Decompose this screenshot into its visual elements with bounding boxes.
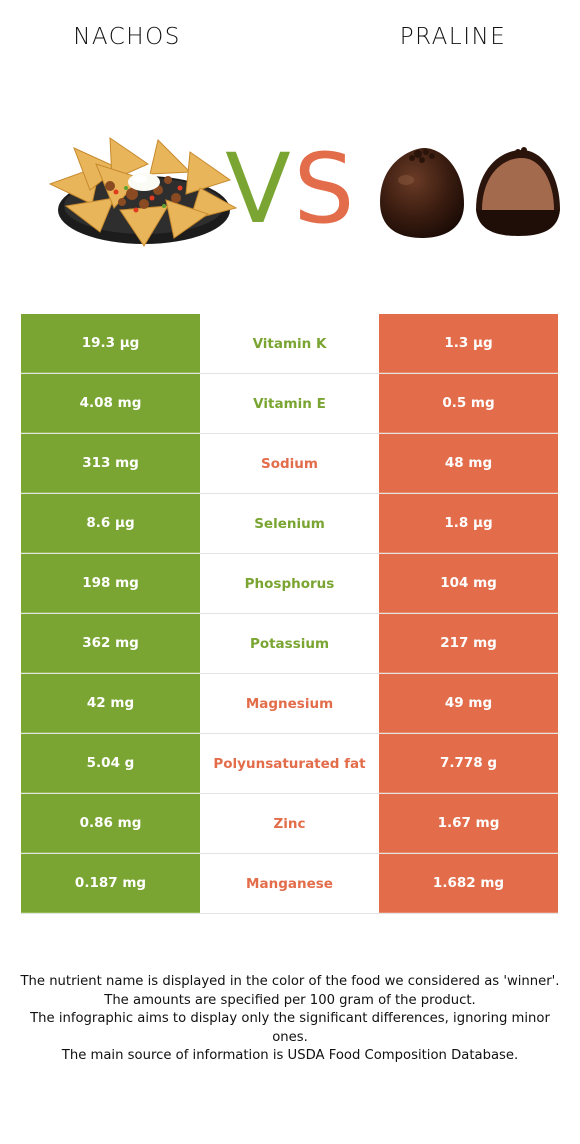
vs-letter-s: S	[294, 136, 352, 236]
right-value: 1.3 µg	[379, 314, 558, 373]
left-value: 0.86 mg	[21, 794, 200, 853]
right-value: 49 mg	[379, 674, 558, 733]
nutrient-name: Vitamin K	[200, 314, 379, 373]
nutrient-name: Polyunsaturated fat	[200, 734, 379, 793]
nutrient-name: Magnesium	[200, 674, 379, 733]
left-value: 0.187 mg	[21, 854, 200, 913]
footer-line-3: The infographic aims to display only the…	[30, 1011, 550, 1045]
right-value: 104 mg	[379, 554, 558, 613]
right-value: 1.67 mg	[379, 794, 558, 853]
right-value: 217 mg	[379, 614, 558, 673]
table-row: 5.04 g Polyunsaturated fat 7.778 g	[21, 734, 558, 794]
left-value: 198 mg	[21, 554, 200, 613]
nutrient-name: Phosphorus	[200, 554, 379, 613]
left-value: 313 mg	[21, 434, 200, 493]
nutrient-name: Vitamin E	[200, 374, 379, 433]
vs-label: V S	[225, 136, 352, 236]
left-value: 19.3 µg	[21, 314, 200, 373]
footer-line-4: The main source of information is USDA F…	[61, 1048, 519, 1064]
footer-line-2: The amounts are specified per 100 gram o…	[104, 992, 476, 1008]
table-row: 0.187 mg Manganese 1.682 mg	[21, 854, 558, 914]
table-row: 42 mg Magnesium 49 mg	[21, 674, 558, 734]
right-value: 7.778 g	[379, 734, 558, 793]
right-value: 0.5 mg	[379, 374, 558, 433]
right-value: 1.8 µg	[379, 494, 558, 553]
footer-notes: The nutrient name is displayed in the co…	[18, 973, 562, 1066]
table-row: 313 mg Sodium 48 mg	[21, 434, 558, 494]
nutrient-name: Zinc	[200, 794, 379, 853]
vs-letter-v: V	[225, 136, 291, 236]
praline-chocolate-icon	[380, 147, 560, 238]
nutrient-name: Potassium	[200, 614, 379, 673]
nachos-plate-icon	[48, 137, 238, 247]
nutrient-name: Sodium	[200, 434, 379, 493]
table-row: 4.08 mg Vitamin E 0.5 mg	[21, 374, 558, 434]
left-value: 5.04 g	[21, 734, 200, 793]
table-row: 19.3 µg Vitamin K 1.3 µg	[21, 314, 558, 374]
left-value: 362 mg	[21, 614, 200, 673]
comparison-table: 19.3 µg Vitamin K 1.3 µg 4.08 mg Vitamin E 0.…	[21, 314, 558, 914]
right-value: 48 mg	[379, 434, 558, 493]
nutrient-name: Manganese	[200, 854, 379, 913]
left-value: 4.08 mg	[21, 374, 200, 433]
left-value: 8.6 µg	[21, 494, 200, 553]
nutrient-name: Selenium	[200, 494, 379, 553]
right-food-title: PRALINE	[399, 24, 507, 50]
right-value: 1.682 mg	[379, 854, 558, 913]
footer-line-1: The nutrient name is displayed in the co…	[20, 974, 560, 989]
table-row: 362 mg Potassium 217 mg	[21, 614, 558, 674]
table-row: 8.6 µg Selenium 1.8 µg	[21, 494, 558, 554]
table-row: 0.86 mg Zinc 1.67 mg	[21, 794, 558, 854]
left-food-title: NACHOS	[73, 24, 181, 50]
left-value: 42 mg	[21, 674, 200, 733]
table-row: 198 mg Phosphorus 104 mg	[21, 554, 558, 614]
